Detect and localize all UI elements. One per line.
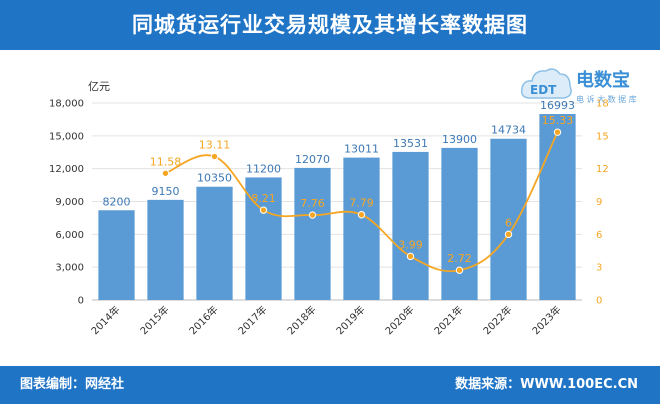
bar-data-label: 13900 [442, 133, 477, 146]
y-axis-unit: 亿元 [88, 80, 110, 93]
growth-point [210, 152, 219, 161]
footer-data-source: 数据来源：WWW.100EC.CN [455, 377, 638, 392]
y2-tick-label: 15 [596, 131, 609, 142]
y2-tick-label: 18 [596, 99, 609, 110]
growth-point [161, 169, 170, 177]
y-tick-label: 3,000 [55, 263, 84, 274]
x-tick-label: 2023年 [529, 303, 563, 337]
x-tick-label: 2022年 [480, 303, 514, 337]
x-tick-label: 2018年 [284, 303, 318, 337]
y2-tick-label: 3 [596, 263, 602, 274]
bar [196, 186, 233, 300]
y-axis-right: 0 3 6 9 12 15 18 [596, 99, 609, 307]
x-tick-label: 2021年 [431, 303, 465, 337]
x-tick-label: 2017年 [235, 303, 269, 337]
footer: 图表编制：网经社 数据来源：WWW.100EC.CN [0, 366, 660, 404]
bar-data-label: 12070 [295, 153, 330, 166]
bar [294, 167, 331, 300]
y2-tick-label: 6 [596, 230, 602, 241]
bar [539, 114, 576, 300]
growth-point [357, 211, 366, 219]
bar [392, 151, 429, 300]
growth-point [455, 266, 464, 274]
y-tick-label: 6,000 [55, 230, 84, 241]
chart-title: 同城货运行业交易规模及其增长率数据图 [0, 0, 660, 50]
bar-data-label: 16993 [540, 99, 575, 112]
footer-source-editor: 图表编制：网经社 [20, 377, 125, 392]
bar [98, 210, 135, 300]
bar-data-label: 13531 [393, 137, 428, 150]
growth-data-label: 2.72 [447, 252, 472, 265]
growth-data-label: 7.79 [349, 197, 374, 210]
y-tick-label: 0 [78, 296, 84, 307]
y-axis-left: 0 3,000 6,000 9,000 12,000 15,000 18,000 [49, 99, 84, 307]
growth-data-label: 8.21 [251, 192, 276, 205]
bar [343, 157, 380, 300]
y-tick-label: 9,000 [55, 197, 84, 208]
x-tick-label: 2016年 [186, 303, 220, 337]
bar [441, 147, 478, 300]
x-axis: 2014年 2015年 2016年 2017年 2018年 2019年 2020年 2021年… [88, 303, 563, 337]
y-tick-label: 15,000 [49, 131, 84, 142]
x-tick-label: 2014年 [88, 303, 122, 337]
x-tick-label: 2020年 [382, 303, 416, 337]
bar-data-label: 14734 [491, 124, 526, 137]
growth-point [259, 206, 268, 214]
growth-point [308, 211, 317, 219]
growth-line: 11.58 13.11 8.21 7.76 7.79 3.99 2.72 6 15.33 [150, 114, 574, 274]
growth-point [553, 128, 562, 136]
growth-point [406, 252, 415, 261]
logo: EDT 电数宝 电 诉 大 数 据 库 [520, 62, 650, 108]
y2-tick-label: 0 [596, 296, 602, 307]
bar [490, 138, 527, 300]
bar-data-label: 10350 [197, 172, 232, 185]
x-tick-label: 2019年 [333, 303, 367, 337]
bar-labels: 8200 9150 10350 11200 12070 13011 13531 13900 14… [103, 99, 576, 208]
y2-tick-label: 12 [596, 164, 609, 175]
growth-data-label: 3.99 [398, 238, 423, 251]
cloud-logo-icon: EDT 电数宝 电 诉 大 数 据 库 [520, 68, 637, 104]
bar-data-label: 11200 [246, 162, 281, 175]
bar-data-label: 8200 [103, 195, 131, 208]
bar [147, 199, 184, 300]
growth-data-label: 11.58 [150, 155, 182, 168]
x-tick-label: 2015年 [137, 303, 171, 337]
growth-data-label: 7.76 [300, 197, 325, 210]
y-tick-label: 12,000 [49, 164, 84, 175]
logo-badge: EDT [530, 83, 557, 97]
growth-data-label: 15.33 [542, 114, 574, 127]
y-tick-label: 18,000 [49, 99, 84, 110]
bar-data-label: 13011 [344, 143, 379, 156]
logo-subtitle: 电 诉 大 数 据 库 [576, 94, 637, 104]
growth-point [504, 230, 513, 239]
growth-data-label: 6 [505, 216, 512, 229]
bar-data-label: 9150 [152, 185, 180, 198]
growth-data-label: 13.11 [199, 139, 231, 152]
y2-tick-label: 9 [596, 197, 602, 208]
logo-name: 电数宝 [576, 69, 630, 91]
bars [98, 114, 576, 300]
